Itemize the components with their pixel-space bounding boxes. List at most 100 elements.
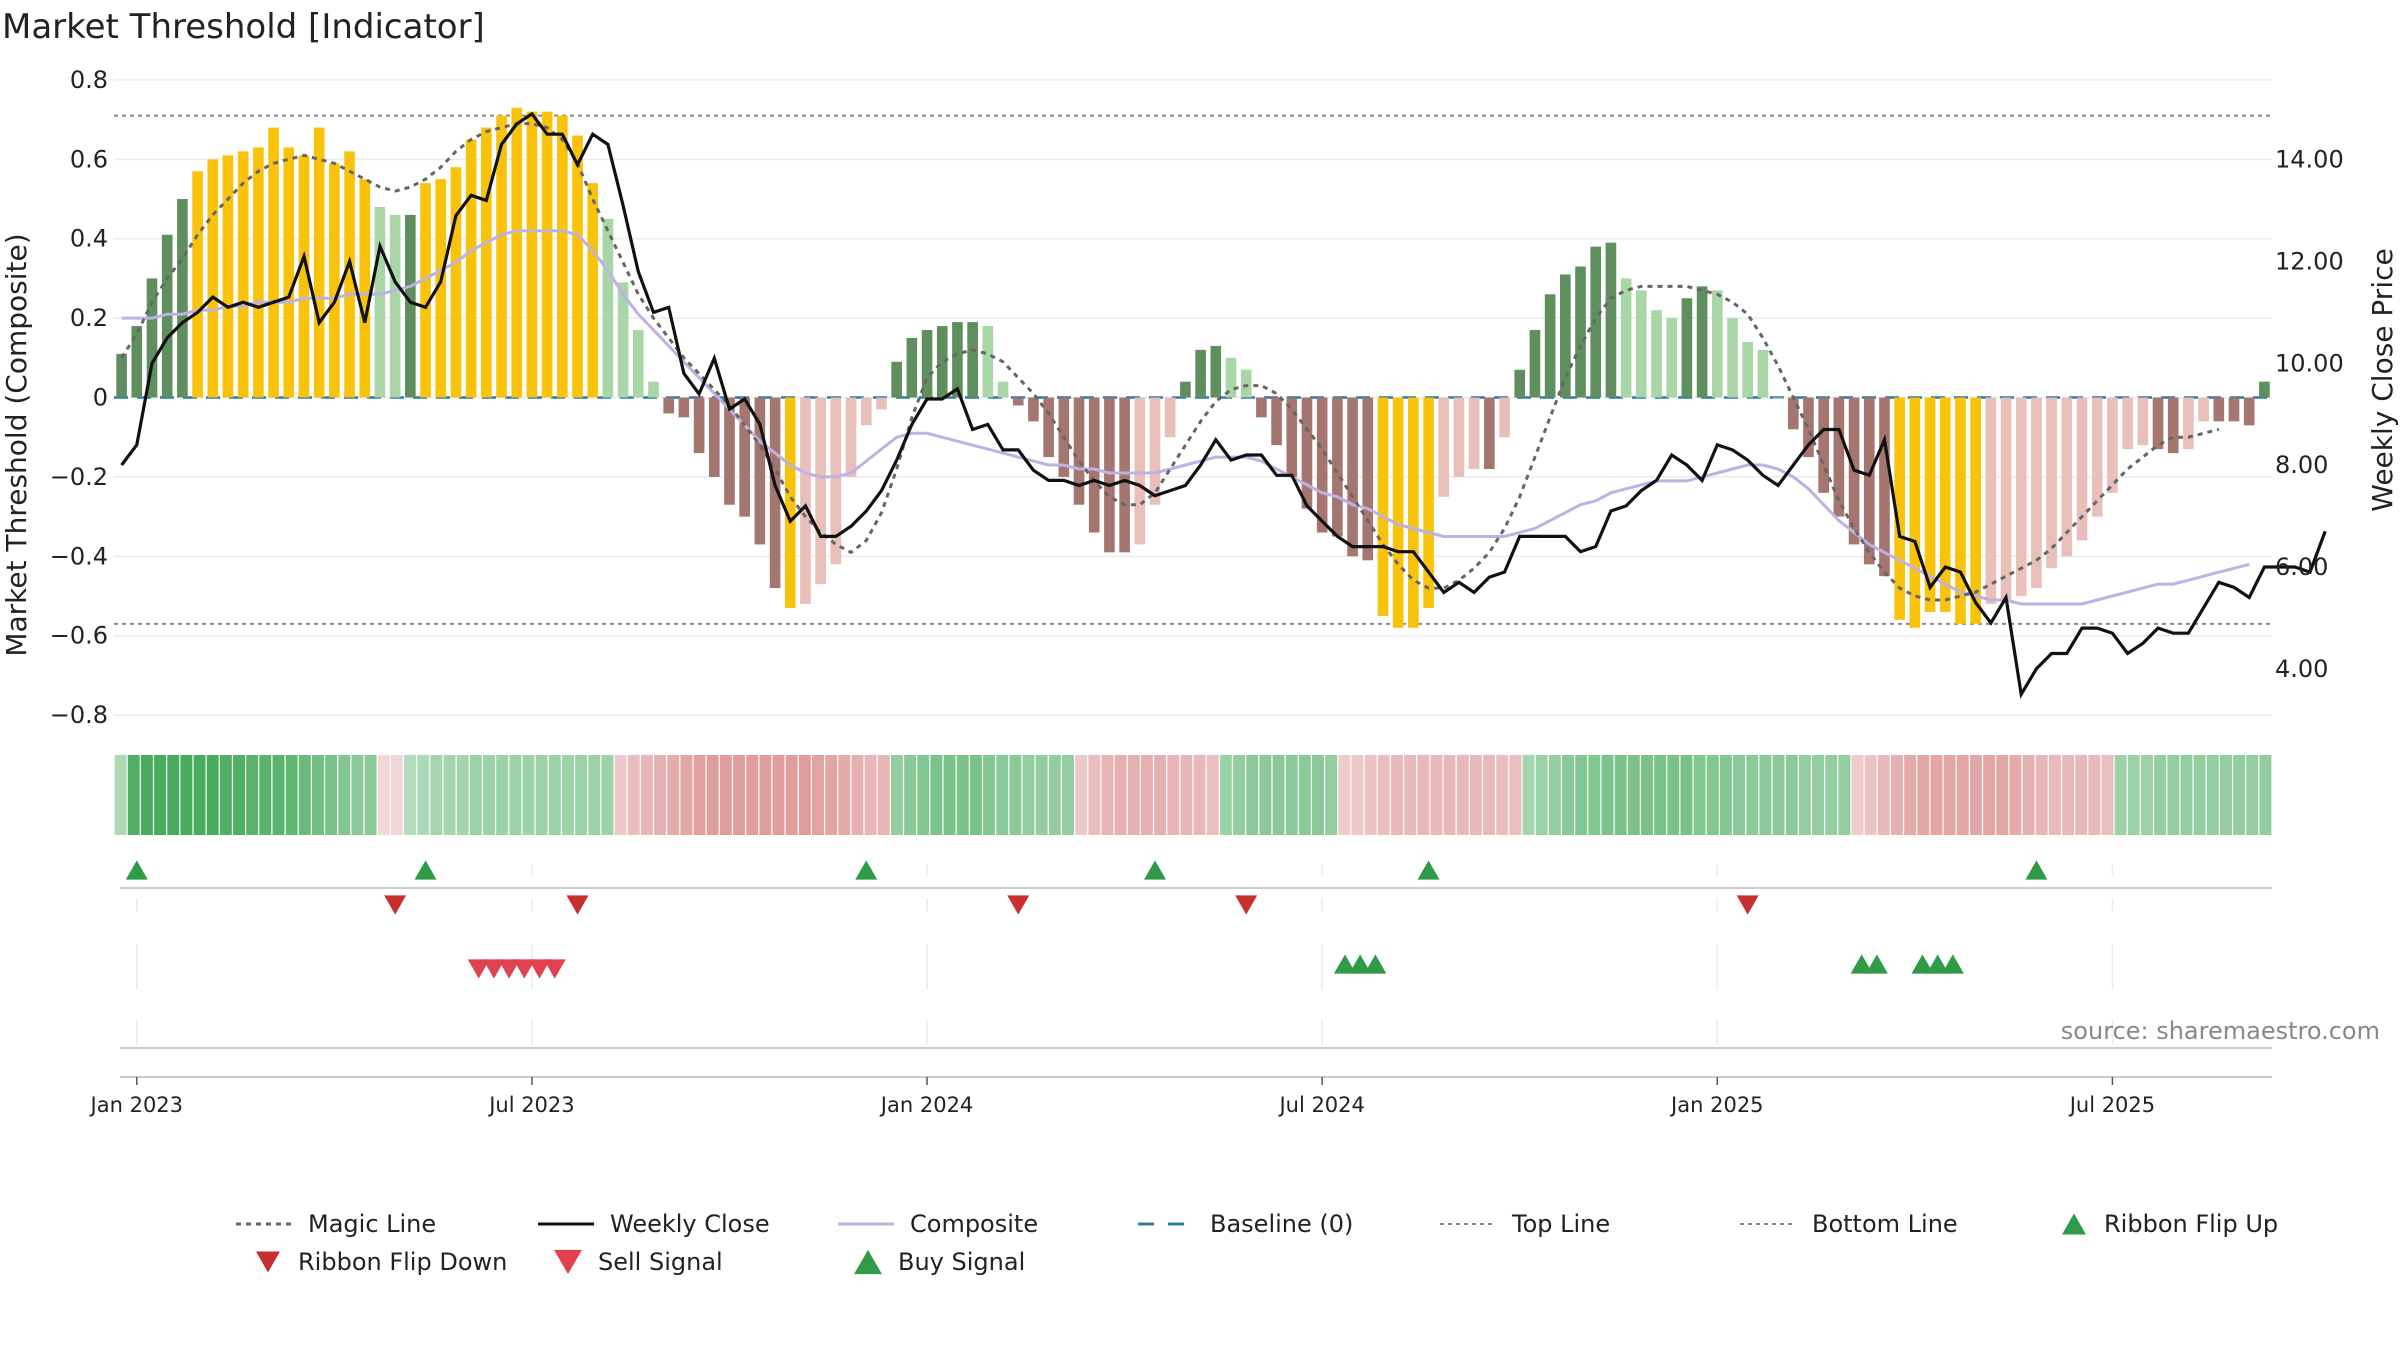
ribbon-segment <box>167 755 180 835</box>
ribbon-segment <box>890 755 903 835</box>
ribbon-segment <box>1535 755 1548 835</box>
composite-bar <box>511 107 523 398</box>
composite-bar <box>1453 397 1465 477</box>
ribbon-flip-down-marker <box>1736 895 1759 915</box>
composite-bar <box>207 159 219 398</box>
ribbon-segment <box>2141 755 2153 835</box>
composite-bar <box>693 397 705 454</box>
composite-bar <box>967 322 978 398</box>
composite-bar <box>541 111 553 398</box>
composite-bar <box>2259 381 2270 398</box>
ribbon-segment <box>1969 755 1982 835</box>
ribbon-segment <box>1022 755 1035 835</box>
ribbon-segment <box>1588 755 1601 835</box>
composite-bar <box>1939 397 1951 612</box>
ribbon-segment <box>2101 755 2114 835</box>
composite-bar <box>906 337 918 398</box>
ribbon-segment <box>298 755 311 835</box>
ribbon-segment <box>1456 755 1469 835</box>
composite-line <box>121 229 2250 606</box>
ribbon-segment <box>1746 755 1759 835</box>
ribbon-segment <box>114 755 127 835</box>
ribbon-flip-down-marker <box>1235 895 1258 915</box>
ribbon-segment <box>1772 755 1785 835</box>
ribbon-segment <box>680 755 693 835</box>
composite-bar <box>921 330 933 398</box>
composite-bar <box>1970 397 1981 624</box>
legend-close-label: Weekly Close <box>610 1210 770 1238</box>
ribbon-segment <box>1035 755 1048 835</box>
composite-bar <box>1468 397 1480 469</box>
ribbon-segment <box>140 755 153 835</box>
ribbon-segment <box>1443 755 1456 835</box>
buy-signal-marker <box>1349 954 1372 974</box>
composite-bar <box>1787 397 1799 430</box>
y2-axis-label: Weekly Close Price <box>2366 248 2399 511</box>
ribbon-segment <box>430 755 443 835</box>
ribbon-segment <box>733 755 746 835</box>
composite-bar <box>1119 397 1130 553</box>
ribbon-segment <box>1838 755 1851 835</box>
composite-bar <box>1347 397 1358 557</box>
ribbon-segment <box>1693 755 1706 835</box>
ribbon-segment <box>509 755 522 835</box>
composite-bar <box>2015 397 2027 597</box>
ribbon-segment <box>1180 755 1193 835</box>
ribbon-segment <box>614 755 627 835</box>
composite-bar <box>1894 397 1905 620</box>
ribbon-segment <box>469 755 482 835</box>
composite-bar <box>2107 397 2118 493</box>
ribbon-segment <box>654 755 667 835</box>
ribbon-segment <box>535 755 548 835</box>
composite-bar <box>1484 397 1495 469</box>
ribbon-segment <box>219 755 232 835</box>
composite-bar <box>222 155 234 398</box>
composite-bar <box>116 353 127 398</box>
ribbon-segment <box>1877 755 1890 835</box>
composite-bar <box>298 155 310 398</box>
ribbon-segment <box>2035 755 2048 835</box>
y-tick-label: 0.4 <box>70 225 108 253</box>
ribbon-segment <box>2259 755 2272 835</box>
ribbon-segment <box>667 755 680 835</box>
ribbon-segment <box>864 755 877 835</box>
ribbon-segment <box>351 755 364 835</box>
composite-bar <box>359 179 371 398</box>
ribbon-segment <box>996 755 1009 835</box>
composite-bar <box>1575 266 1586 398</box>
composite-bar <box>1529 330 1541 398</box>
composite-bar <box>724 397 735 505</box>
x-tick-label: Jan 2023 <box>89 1093 184 1117</box>
source-note: source: sharemaestro.com <box>2061 1017 2380 1045</box>
ribbon-segment <box>1680 755 1693 835</box>
ribbon-segment <box>1548 755 1561 835</box>
ribbon-segment <box>1654 755 1667 835</box>
ribbon-flip-up-marker <box>125 860 148 880</box>
composite-bar <box>952 322 963 398</box>
ribbon-flip-up-marker <box>1144 860 1167 880</box>
ribbon-segment <box>2154 755 2167 835</box>
composite-bar <box>2137 397 2149 446</box>
ribbon-segment <box>1167 755 1180 835</box>
composite-bar <box>1711 290 1723 398</box>
ribbon-segment <box>719 755 732 835</box>
ribbon-segment <box>1285 755 1298 835</box>
ribbon-segment <box>1325 755 1338 835</box>
ribbon-segment <box>1759 755 1772 835</box>
ribbon-segment <box>746 755 759 835</box>
ribbon-segment <box>561 755 574 835</box>
ribbon-segment <box>1983 755 1996 835</box>
composite-bar <box>1863 397 1875 565</box>
ribbon-segment <box>2167 755 2180 835</box>
weekly-close-line <box>120 111 2327 699</box>
composite-bar <box>678 397 690 418</box>
x-tick-label: Jul 2024 <box>1277 1093 1364 1117</box>
composite-bar <box>2152 397 2164 450</box>
ribbon-flip-up-marker <box>855 860 878 880</box>
legend-sell-label: Sell Signal <box>598 1248 723 1276</box>
composite-bar <box>1332 397 1343 537</box>
composite-bar <box>283 147 295 398</box>
x-axis-ticks: Jan 2023 Jul 2023 Jan 2024 Jul 2024 Jan 2025… <box>89 1076 2272 1117</box>
ribbon-segment <box>2114 755 2127 835</box>
ribbon-segment <box>1825 755 1838 835</box>
